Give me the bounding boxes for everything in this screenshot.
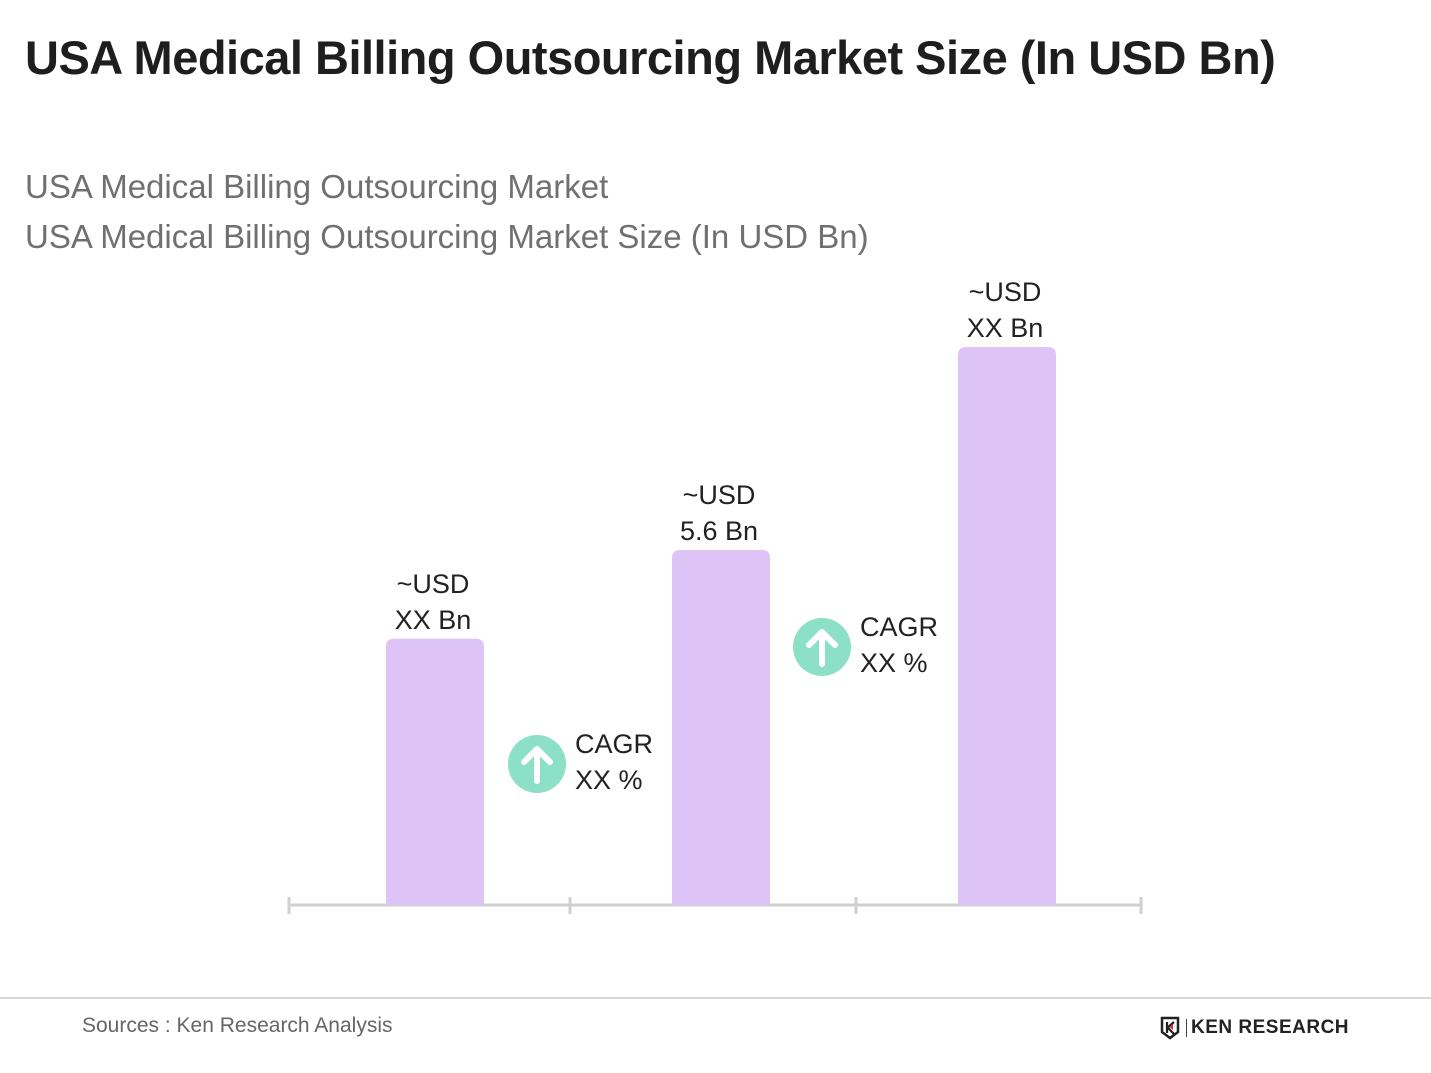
footer-divider — [0, 997, 1431, 999]
cagr-value: XX % — [860, 648, 928, 678]
cagr-value: XX % — [575, 765, 643, 795]
data-label-line2: XX Bn — [395, 605, 472, 635]
ken-research-logo: KEN RESEARCH — [1160, 1016, 1349, 1040]
data-label-line1: ~USD — [397, 569, 470, 599]
chart-subtitle-2: USA Medical Billing Outsourcing Market S… — [25, 218, 869, 255]
arrow-up-icon — [521, 746, 553, 784]
chart-subtitle: USA Medical Billing Outsourcing Market — [25, 168, 609, 205]
chart-title: USA Medical Billing Outsourcing Market S… — [25, 31, 1276, 84]
data-label-line1: ~USD — [683, 480, 756, 510]
source-note: Sources : Ken Research Analysis — [82, 1014, 393, 1037]
cagr-label: CAGR — [860, 612, 938, 642]
data-label-line2: XX Bn — [967, 313, 1044, 343]
bar — [386, 638, 484, 905]
bar — [672, 550, 770, 905]
cagr-label: CAGR — [575, 729, 653, 759]
data-label-line1: ~USD — [969, 277, 1042, 307]
bar-chart: ~USD XX Bn ~USD 5.6 Bn ~USD XX Bn CAGR XX % CAGR… — [287, 277, 1143, 914]
data-label-line2: 5.6 Bn — [680, 516, 758, 546]
arrow-up-icon — [806, 629, 838, 667]
logo-text: KEN RESEARCH — [1191, 1017, 1350, 1038]
bar — [958, 347, 1056, 906]
logo-shield-icon — [1160, 1016, 1180, 1040]
